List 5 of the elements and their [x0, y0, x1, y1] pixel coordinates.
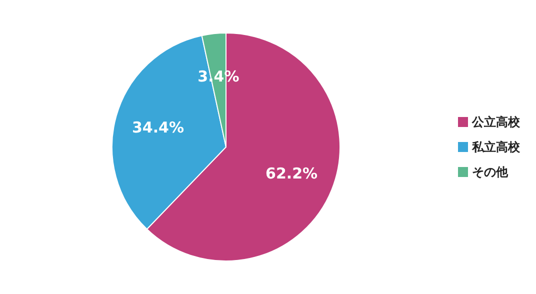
data-label: 62.2% [266, 164, 318, 182]
legend-label: その他 [472, 165, 509, 179]
legend-label: 私立高校 [471, 140, 521, 154]
legend-label: 公立高校 [471, 115, 521, 129]
data-label: 34.4% [132, 118, 184, 137]
